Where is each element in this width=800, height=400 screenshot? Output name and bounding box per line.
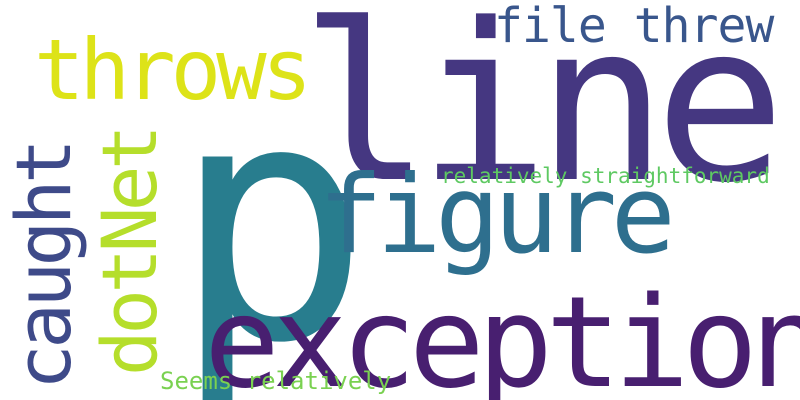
word-caught: caught: [0, 142, 88, 390]
word-seems-relatively: Seems relatively: [160, 367, 392, 395]
word-line: line: [300, 0, 786, 231]
word-exception: exception: [204, 269, 800, 400]
word-dotnet: dotNet: [85, 128, 174, 376]
word-throws: throws: [34, 21, 312, 119]
word-p: p: [172, 31, 371, 400]
word-relatively-straightforward: relatively straightforward: [441, 164, 770, 188]
word-figure: figure: [318, 153, 676, 278]
word-file-threw: file threw: [494, 0, 774, 54]
